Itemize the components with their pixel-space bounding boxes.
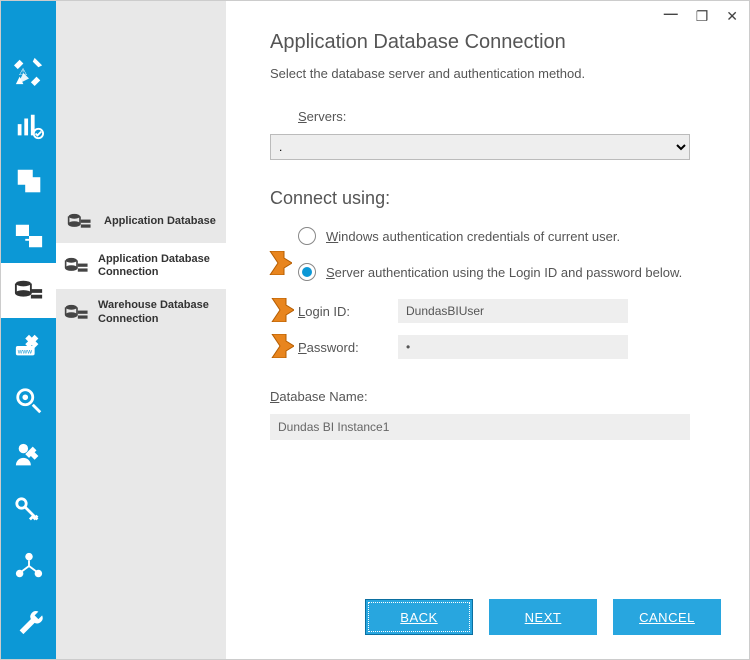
cancel-button[interactable]: CANCEL <box>613 599 721 635</box>
page-title: Application Database Connection <box>270 31 717 54</box>
rail-item-user-settings[interactable] <box>1 428 56 483</box>
servers-label: Servers: <box>298 109 717 124</box>
svg-text:www: www <box>16 348 31 355</box>
pointer-arrow-icon <box>264 298 294 322</box>
rail-item-transfer[interactable] <box>1 208 56 263</box>
back-button[interactable]: BACK <box>365 599 473 635</box>
login-row: Login ID: <box>298 299 717 323</box>
subnav-item-app-database[interactable]: Application Database <box>56 201 226 243</box>
radio-label: Windows authentication credentials of cu… <box>326 229 620 244</box>
rail-item-database[interactable] <box>1 263 56 318</box>
radio-icon <box>298 227 316 245</box>
radio-server-auth[interactable]: Server authentication using the Login ID… <box>298 263 717 281</box>
rail-item-layers[interactable] <box>1 153 56 208</box>
rail-item-diagnostics[interactable]: ⚠ <box>1 43 56 98</box>
next-button[interactable]: NEXT <box>489 599 597 635</box>
dbname-section: Database Name: <box>270 389 717 440</box>
database-icon <box>64 255 90 277</box>
left-rail: ⚠ www <box>1 1 56 659</box>
credentials-section: Login ID: Password: <box>298 299 717 359</box>
password-input[interactable] <box>398 335 628 359</box>
radio-label: Server authentication using the Login ID… <box>326 265 682 280</box>
radio-windows-auth[interactable]: Windows authentication credentials of cu… <box>298 227 717 245</box>
subnav-item-app-db-connection[interactable]: Application Database Connection <box>56 243 226 289</box>
svg-text:⚠: ⚠ <box>18 66 26 76</box>
dbname-label: Database Name: <box>270 389 717 404</box>
password-label: Password: <box>298 340 398 355</box>
rail-item-metrics[interactable] <box>1 98 56 153</box>
pointer-arrow-icon <box>264 334 294 358</box>
rail-item-tools[interactable] <box>1 373 56 428</box>
sub-nav: Application Database Application Databas… <box>56 1 226 659</box>
connect-heading: Connect using: <box>270 188 717 209</box>
main-container: ⚠ www <box>1 1 749 659</box>
page-subtitle: Select the database server and authentic… <box>270 66 717 81</box>
rail-item-web-settings[interactable]: www <box>1 318 56 373</box>
radio-icon <box>298 263 316 281</box>
rail-item-keys[interactable] <box>1 483 56 538</box>
pointer-arrow-icon <box>262 251 292 275</box>
subnav-label: Application Database Connection <box>98 253 218 279</box>
subnav-label: Warehouse Database Connection <box>98 299 218 325</box>
dbname-input[interactable] <box>270 414 690 440</box>
login-label: Login ID: <box>298 304 398 319</box>
database-icon <box>64 302 90 324</box>
database-icon <box>64 211 96 233</box>
wizard-buttons: BACK NEXT CANCEL <box>365 599 721 635</box>
password-row: Password: <box>298 335 717 359</box>
rail-item-network[interactable] <box>1 538 56 593</box>
servers-select[interactable]: . <box>270 134 690 160</box>
login-input[interactable] <box>398 299 628 323</box>
subnav-item-warehouse-db-connection[interactable]: Warehouse Database Connection <box>56 289 226 335</box>
rail-item-maintenance[interactable] <box>1 593 56 648</box>
content-panel: Application Database Connection Select t… <box>226 1 749 659</box>
subnav-label: Application Database <box>104 215 216 228</box>
